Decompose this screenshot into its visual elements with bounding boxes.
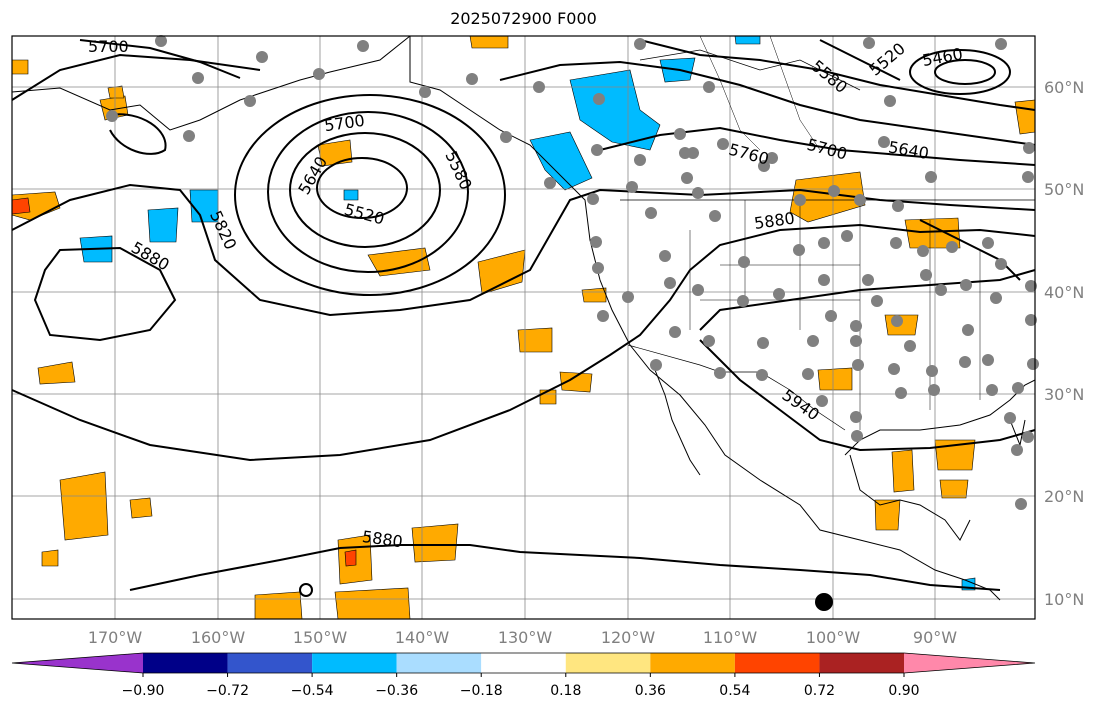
lat-tick-label: 30°N bbox=[1044, 385, 1084, 404]
station-marker-dark bbox=[815, 593, 833, 611]
colorbar-bin bbox=[227, 653, 313, 673]
contour-label: 5700 bbox=[88, 37, 129, 56]
lon-tick-label: 150°W bbox=[293, 628, 348, 647]
positive-area bbox=[411, 523, 459, 563]
station-markers bbox=[106, 35, 1039, 510]
lon-tick-label: 120°W bbox=[601, 628, 656, 647]
lon-tick-label: 100°W bbox=[806, 628, 861, 647]
lat-tick-label: 10°N bbox=[1044, 590, 1084, 609]
positive-area bbox=[904, 217, 961, 249]
positive-area bbox=[939, 479, 969, 499]
lon-tick-label: 160°W bbox=[191, 628, 246, 647]
lon-tick-label: 140°W bbox=[395, 628, 450, 647]
positive-area bbox=[581, 287, 607, 303]
positive-area bbox=[874, 499, 901, 531]
map-frame bbox=[11, 35, 1036, 620]
positive-area bbox=[107, 85, 125, 99]
positive-area bbox=[477, 249, 526, 295]
latitude-axis: 60°N 50°N 40°N 30°N 20°N 10°N bbox=[1044, 78, 1084, 609]
map-title: 2025072900 F000 bbox=[450, 9, 597, 28]
colorbar-extend-low bbox=[12, 653, 143, 673]
positive-area bbox=[334, 587, 411, 620]
colorbar-extend-high bbox=[904, 653, 1035, 673]
colorbar-bin bbox=[396, 653, 482, 673]
lon-tick-label: 170°W bbox=[88, 628, 143, 647]
positive-area bbox=[367, 247, 431, 277]
negative-area bbox=[734, 35, 761, 45]
lon-tick-label: 130°W bbox=[498, 628, 553, 647]
positive-area bbox=[59, 471, 109, 541]
colorbar-tick-label: 0.54 bbox=[719, 683, 750, 699]
negative-area bbox=[569, 69, 661, 151]
positive-area bbox=[254, 591, 303, 620]
negative-area bbox=[147, 207, 179, 243]
positive-area bbox=[129, 497, 153, 519]
colorbar-bin bbox=[734, 653, 820, 673]
positive-area bbox=[11, 197, 31, 215]
colorbar-tick-label: −0.36 bbox=[375, 683, 418, 699]
colorbar-bin bbox=[481, 653, 566, 673]
contour-small-loop bbox=[299, 583, 313, 597]
colorbar-tick-label: −0.72 bbox=[206, 683, 249, 699]
positive-area bbox=[817, 367, 853, 391]
graticule bbox=[12, 36, 1035, 619]
lat-tick-label: 20°N bbox=[1044, 487, 1084, 506]
colorbar-bin bbox=[143, 653, 228, 673]
colorbar-tick-label: −0.54 bbox=[291, 683, 334, 699]
colorbar-tick-label: −0.90 bbox=[122, 683, 165, 699]
negative-area bbox=[529, 131, 593, 191]
positive-area bbox=[344, 549, 357, 567]
colorbar-bin bbox=[819, 653, 904, 673]
negative-area bbox=[343, 189, 359, 201]
lon-tick-label: 90°W bbox=[913, 628, 957, 647]
positive-area bbox=[11, 59, 29, 75]
positive-area bbox=[891, 449, 915, 493]
colorbar-tick-label: 0.90 bbox=[888, 683, 919, 699]
longitude-axis: 170°W 160°W 150°W 140°W 130°W 120°W 110°… bbox=[88, 628, 957, 647]
colorbar: −0.90 −0.72 −0.54 −0.36 −0.18 0.18 0.36 0.54 0.7… bbox=[11, 652, 1036, 699]
colorbar-bin bbox=[312, 653, 397, 673]
colorbar-bin bbox=[565, 653, 651, 673]
colorbar-tick-label: 0.36 bbox=[635, 683, 666, 699]
positive-area bbox=[41, 549, 59, 567]
colorbar-tick-label: −0.18 bbox=[460, 683, 503, 699]
positive-area bbox=[517, 327, 553, 353]
height-contours bbox=[11, 39, 1036, 591]
positive-area bbox=[934, 439, 976, 471]
positive-area bbox=[37, 361, 76, 385]
colorbar-tick-label: 0.18 bbox=[550, 683, 581, 699]
lat-tick-label: 60°N bbox=[1044, 78, 1084, 97]
lon-tick-label: 110°W bbox=[703, 628, 758, 647]
positive-area bbox=[317, 139, 353, 167]
map-background bbox=[12, 36, 1035, 619]
lat-tick-label: 50°N bbox=[1044, 180, 1084, 199]
colorbar-tick-label: 0.72 bbox=[804, 683, 835, 699]
lat-tick-label: 40°N bbox=[1044, 283, 1084, 302]
colorbar-bin bbox=[650, 653, 735, 673]
positive-area bbox=[469, 35, 509, 49]
positive-area bbox=[789, 171, 866, 223]
